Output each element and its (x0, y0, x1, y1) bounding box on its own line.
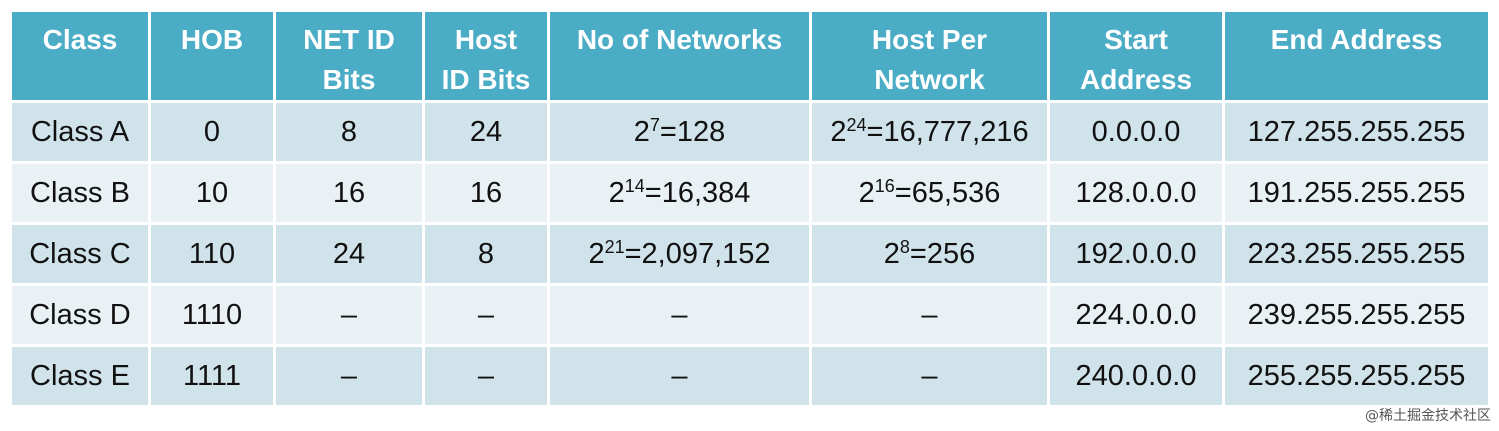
header-label: Class (42, 24, 118, 55)
cell-networks: – (550, 347, 812, 405)
cell-end-address: 255.255.255.255 (1225, 347, 1488, 405)
power-base: 2 (608, 176, 625, 209)
cell-start-address: 224.0.0.0 (1050, 286, 1225, 347)
header-label: Address (1079, 64, 1193, 95)
header-label: Host (454, 24, 518, 55)
cell-host-id-bits: 16 (425, 164, 550, 225)
power-exponent: 7 (649, 114, 660, 135)
power-exponent: 21 (604, 236, 625, 257)
header-label: No of Networks (576, 24, 783, 55)
header-host-id-bits: Host ID Bits (425, 12, 550, 103)
cell-networks: – (550, 286, 812, 347)
cell-host-id-bits: – (425, 347, 550, 405)
cell-class: Class D (12, 286, 151, 347)
power-result: =2,097,152 (624, 237, 771, 270)
cell-net-id-bits: – (276, 347, 425, 405)
cell-class: Class C (12, 225, 151, 286)
cell-start-address: 240.0.0.0 (1050, 347, 1225, 405)
watermark: @稀土掘金技术社区 (1365, 408, 1491, 424)
table-header: Class HOB NET ID Bits Host ID Bits No of N… (12, 12, 1488, 103)
power-result: =16,777,216 (866, 115, 1029, 148)
header-label: Host Per (871, 24, 988, 55)
power-base: 2 (883, 237, 900, 270)
power-base: 2 (858, 176, 875, 209)
power-exponent: 14 (624, 175, 645, 196)
ip-class-table-container: Class HOB NET ID Bits Host ID Bits No of N… (12, 12, 1488, 405)
power-result: =256 (909, 237, 976, 270)
cell-host-id-bits: 8 (425, 225, 550, 286)
cell-class: Class B (12, 164, 151, 225)
power-exponent: 8 (899, 236, 910, 257)
power-base: – (921, 298, 938, 331)
cell-net-id-bits: 8 (276, 103, 425, 164)
cell-end-address: 191.255.255.255 (1225, 164, 1488, 225)
cell-start-address: 0.0.0.0 (1050, 103, 1225, 164)
header-row: Class HOB NET ID Bits Host ID Bits No of N… (12, 12, 1488, 103)
header-end-address: End Address (1225, 12, 1488, 103)
cell-networks: 27=128 (550, 103, 812, 164)
power-base: – (921, 359, 938, 392)
cell-hob: 0 (151, 103, 276, 164)
power-base: 2 (830, 115, 847, 148)
power-result: =16,384 (644, 176, 751, 209)
cell-host-id-bits: 24 (425, 103, 550, 164)
cell-end-address: 239.255.255.255 (1225, 286, 1488, 347)
table-row: Class B 10 16 16 214=16,384 216=65,536 1… (12, 164, 1488, 225)
power-exponent: 24 (846, 114, 867, 135)
table-row: Class C 110 24 8 221=2,097,152 28=256 19… (12, 225, 1488, 286)
cell-host-id-bits: – (425, 286, 550, 347)
table-row: Class E 1111 – – – – 240.0.0.0 255.255.2… (12, 347, 1488, 405)
cell-hosts: 216=65,536 (812, 164, 1050, 225)
header-start-address: Start Address (1050, 12, 1225, 103)
cell-networks: 214=16,384 (550, 164, 812, 225)
table-row: Class A 0 8 24 27=128 224=16,777,216 0.0… (12, 103, 1488, 164)
cell-end-address: 127.255.255.255 (1225, 103, 1488, 164)
cell-hob: 1110 (151, 286, 276, 347)
header-label: ID Bits (441, 64, 531, 95)
cell-hob: 110 (151, 225, 276, 286)
cell-class: Class E (12, 347, 151, 405)
cell-hosts: – (812, 347, 1050, 405)
table-body: Class A 0 8 24 27=128 224=16,777,216 0.0… (12, 103, 1488, 405)
cell-hosts: – (812, 286, 1050, 347)
header-label: Bits (322, 64, 376, 95)
cell-hosts: 28=256 (812, 225, 1050, 286)
header-label: Network (874, 64, 985, 95)
header-no-of-networks: No of Networks (550, 12, 812, 103)
header-label: End Address (1270, 24, 1443, 55)
ip-class-table: Class HOB NET ID Bits Host ID Bits No of N… (12, 12, 1488, 405)
header-hob: HOB (151, 12, 276, 103)
header-net-id-bits: NET ID Bits (276, 12, 425, 103)
table-row: Class D 1110 – – – – 224.0.0.0 239.255.2… (12, 286, 1488, 347)
cell-class: Class A (12, 103, 151, 164)
power-base: – (671, 298, 688, 331)
header-label: HOB (180, 24, 244, 55)
power-exponent: 16 (874, 175, 895, 196)
cell-hob: 1111 (151, 347, 276, 405)
header-label: Start (1104, 24, 1168, 55)
cell-net-id-bits: 16 (276, 164, 425, 225)
cell-net-id-bits: – (276, 286, 425, 347)
power-result: =128 (659, 115, 726, 148)
power-base: 2 (633, 115, 650, 148)
cell-hosts: 224=16,777,216 (812, 103, 1050, 164)
power-result: =65,536 (894, 176, 1001, 209)
power-base: 2 (588, 237, 605, 270)
power-base: – (671, 359, 688, 392)
cell-end-address: 223.255.255.255 (1225, 225, 1488, 286)
header-host-per-network: Host Per Network (812, 12, 1050, 103)
header-label: NET ID (303, 24, 395, 55)
header-class: Class (12, 12, 151, 103)
cell-start-address: 192.0.0.0 (1050, 225, 1225, 286)
cell-start-address: 128.0.0.0 (1050, 164, 1225, 225)
cell-net-id-bits: 24 (276, 225, 425, 286)
cell-hob: 10 (151, 164, 276, 225)
cell-networks: 221=2,097,152 (550, 225, 812, 286)
